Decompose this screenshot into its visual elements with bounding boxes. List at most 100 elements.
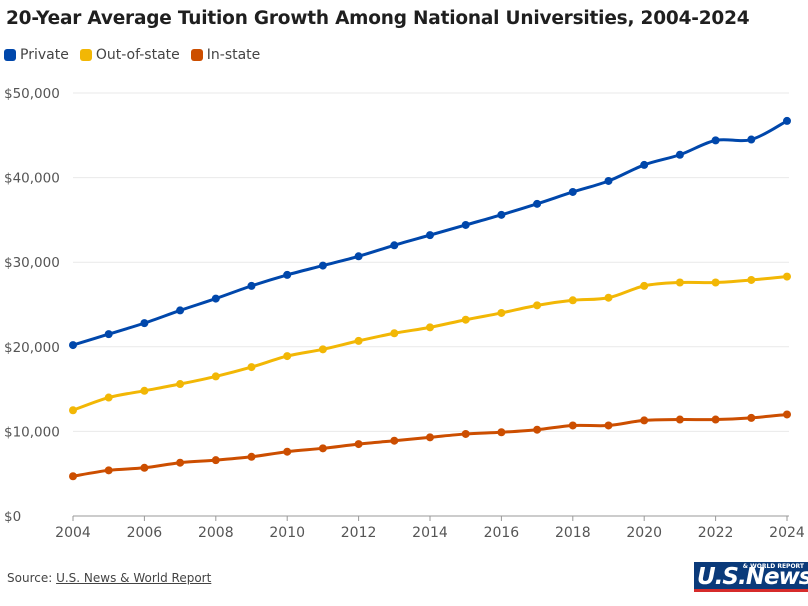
- data-point-in-state-2006: [140, 463, 149, 472]
- y-tick-label-2: $20,000: [4, 340, 60, 356]
- source-prefix: Source:: [7, 571, 57, 585]
- data-point-out-of-state-2014: [426, 323, 434, 332]
- source-note: Source: U.S. News & World Report: [7, 571, 211, 585]
- data-point-in-state-2023: [747, 413, 756, 422]
- legend-label-private: Private: [20, 47, 69, 63]
- x-tick-label-0: 2004: [55, 525, 91, 541]
- data-point-in-state-2019: [604, 421, 613, 430]
- data-point-out-of-state-2007: [176, 380, 185, 389]
- x-tick-label-7: 2018: [555, 525, 591, 541]
- data-point-in-state-2011: [318, 444, 327, 453]
- data-point-private-2011: [318, 261, 327, 270]
- data-point-private-2012: [354, 252, 363, 261]
- y-tick-label-5: $50,000: [4, 86, 60, 102]
- data-point-in-state-2010: [283, 447, 292, 456]
- data-point-out-of-state-2023: [747, 275, 756, 284]
- legend-item-in-state[interactable]: In-state: [190, 47, 261, 63]
- data-point-private-2022: [711, 136, 720, 145]
- data-point-private-2010: [283, 270, 292, 279]
- x-tick-label-9: 2022: [698, 525, 734, 541]
- data-point-out-of-state-2005: [104, 393, 113, 402]
- data-point-private-2014: [426, 231, 434, 240]
- logo-tagline: & WORLD REPORT: [742, 563, 804, 570]
- x-tick-label-4: 2012: [341, 525, 377, 541]
- y-tick-label-0: $0: [4, 509, 21, 525]
- chart-title: 20-Year Average Tuition Growth Among Nat…: [6, 8, 750, 29]
- data-point-out-of-state-2015: [461, 315, 470, 324]
- data-point-private-2017: [533, 199, 542, 208]
- logo-stripe: [694, 589, 808, 592]
- data-point-in-state-2020: [640, 416, 649, 425]
- data-point-out-of-state-2004: [69, 406, 77, 415]
- data-point-in-state-2013: [390, 436, 399, 445]
- data-point-private-2013: [390, 241, 399, 250]
- data-point-out-of-state-2020: [640, 281, 649, 290]
- data-point-private-2019: [604, 176, 613, 185]
- legend-swatch-out-of-state: [79, 49, 92, 61]
- y-tick-label-3: $30,000: [4, 255, 60, 271]
- data-point-in-state-2012: [354, 440, 363, 449]
- data-point-in-state-2014: [426, 433, 434, 442]
- source-link[interactable]: U.S. News & World Report: [56, 571, 212, 585]
- legend-swatch-in-state: [190, 49, 203, 61]
- data-point-private-2006: [140, 319, 149, 328]
- data-point-private-2020: [640, 160, 649, 169]
- data-point-private-2004: [69, 341, 77, 350]
- data-point-out-of-state-2009: [247, 363, 256, 372]
- logo-wordmark: U.S.News: [697, 564, 808, 590]
- data-point-in-state-2018: [568, 421, 577, 430]
- legend: Private Out-of-state In-state: [4, 47, 260, 63]
- data-point-in-state-2004: [69, 472, 77, 481]
- data-point-in-state-2009: [247, 452, 256, 461]
- data-point-private-2016: [497, 210, 506, 219]
- legend-swatch-private: [4, 49, 16, 61]
- data-point-private-2023: [747, 135, 756, 144]
- y-tick-label-1: $10,000: [4, 424, 60, 440]
- data-point-out-of-state-2012: [354, 336, 363, 345]
- data-point-out-of-state-2008: [211, 372, 220, 381]
- data-point-in-state-2022: [711, 415, 720, 424]
- data-point-in-state-2016: [497, 428, 506, 437]
- x-tick-label-3: 2010: [269, 525, 305, 541]
- legend-label-out-of-state: Out-of-state: [95, 47, 180, 63]
- x-tick-label-6: 2016: [484, 525, 520, 541]
- x-tick-label-10: 2024: [769, 525, 805, 541]
- data-point-private-2005: [104, 330, 113, 339]
- series-line-in-state: [72, 412, 788, 478]
- data-point-out-of-state-2021: [675, 278, 684, 287]
- data-point-private-2009: [247, 281, 256, 290]
- data-point-private-2015: [461, 220, 470, 229]
- data-point-out-of-state-2024: [783, 272, 791, 281]
- usnews-logo: U.S.News & WORLD REPORT: [694, 562, 808, 592]
- data-point-in-state-2008: [211, 456, 220, 465]
- data-point-in-state-2005: [104, 466, 113, 475]
- data-point-out-of-state-2016: [497, 308, 506, 317]
- data-point-in-state-2024: [783, 410, 791, 419]
- x-tick-label-2: 2008: [198, 525, 234, 541]
- legend-label-in-state: In-state: [206, 47, 261, 63]
- data-point-private-2018: [568, 187, 577, 196]
- data-point-out-of-state-2022: [711, 278, 720, 287]
- data-point-private-2008: [211, 294, 220, 303]
- line-chart: $0 $10,000 $20,000 $30,000 $40,000 $50,000 200…: [4, 86, 805, 541]
- data-point-out-of-state-2018: [568, 296, 577, 305]
- data-point-out-of-state-2010: [283, 352, 292, 361]
- data-point-out-of-state-2011: [318, 345, 327, 354]
- data-point-in-state-2015: [461, 429, 470, 438]
- data-point-in-state-2007: [176, 458, 185, 467]
- data-point-in-state-2021: [675, 415, 684, 424]
- data-point-private-2007: [176, 306, 185, 315]
- y-tick-label-4: $40,000: [4, 171, 60, 187]
- x-tick-label-8: 2020: [626, 525, 662, 541]
- data-point-private-2024: [783, 116, 791, 125]
- data-point-out-of-state-2013: [390, 329, 399, 338]
- x-tick-label-5: 2014: [412, 525, 448, 541]
- data-point-private-2021: [675, 150, 684, 159]
- data-point-in-state-2017: [533, 425, 542, 434]
- data-point-out-of-state-2019: [604, 293, 613, 302]
- legend-item-out-of-state[interactable]: Out-of-state: [79, 47, 180, 63]
- legend-item-private[interactable]: Private: [4, 47, 69, 63]
- data-point-out-of-state-2006: [140, 386, 149, 395]
- data-point-out-of-state-2017: [533, 301, 542, 310]
- series-line-out-of-state: [72, 275, 788, 412]
